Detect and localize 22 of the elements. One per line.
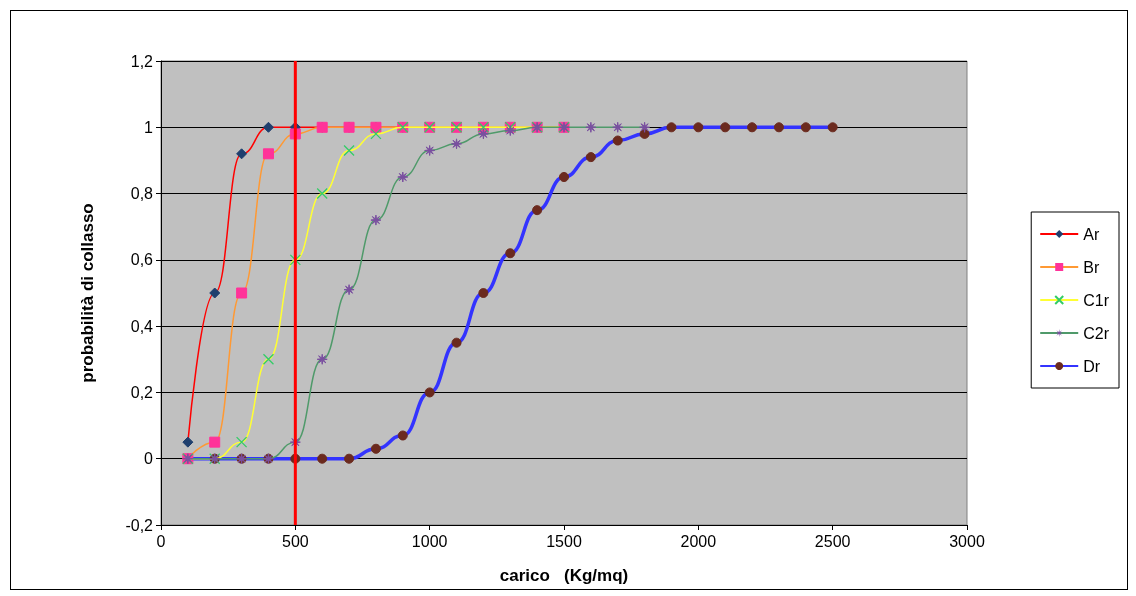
x-tick-label: 3000 (949, 532, 985, 550)
y-tick-label: 0,2 (130, 383, 154, 401)
legend-label: C2r (1083, 324, 1110, 342)
y-tick-label: 0,8 (130, 185, 154, 203)
y-tick-label: 1 (144, 118, 154, 136)
y-tick-label: 1,2 (130, 52, 154, 70)
x-axis-title: carico (Kg/mq) (499, 566, 629, 585)
legend-label: Br (1083, 258, 1100, 276)
x-tick-label: 0 (156, 532, 166, 550)
x-tick-label: 2000 (680, 532, 717, 550)
y-tick-label: 0 (144, 450, 154, 468)
x-tick-label: 500 (281, 532, 309, 550)
legend-label: Ar (1083, 225, 1100, 243)
y-tick-label: 0,4 (130, 317, 154, 335)
y-tick-label: -0,2 (125, 516, 154, 534)
y-tick-label: 0,6 (130, 251, 154, 269)
x-tick-label: 1500 (546, 532, 582, 550)
legend-label: C1r (1083, 291, 1110, 309)
y-axis-title: probabilità di collasso (78, 203, 97, 383)
x-tick-label: 2500 (814, 532, 851, 550)
legend-label: Dr (1083, 357, 1101, 375)
x-tick-label: 1000 (411, 532, 448, 550)
